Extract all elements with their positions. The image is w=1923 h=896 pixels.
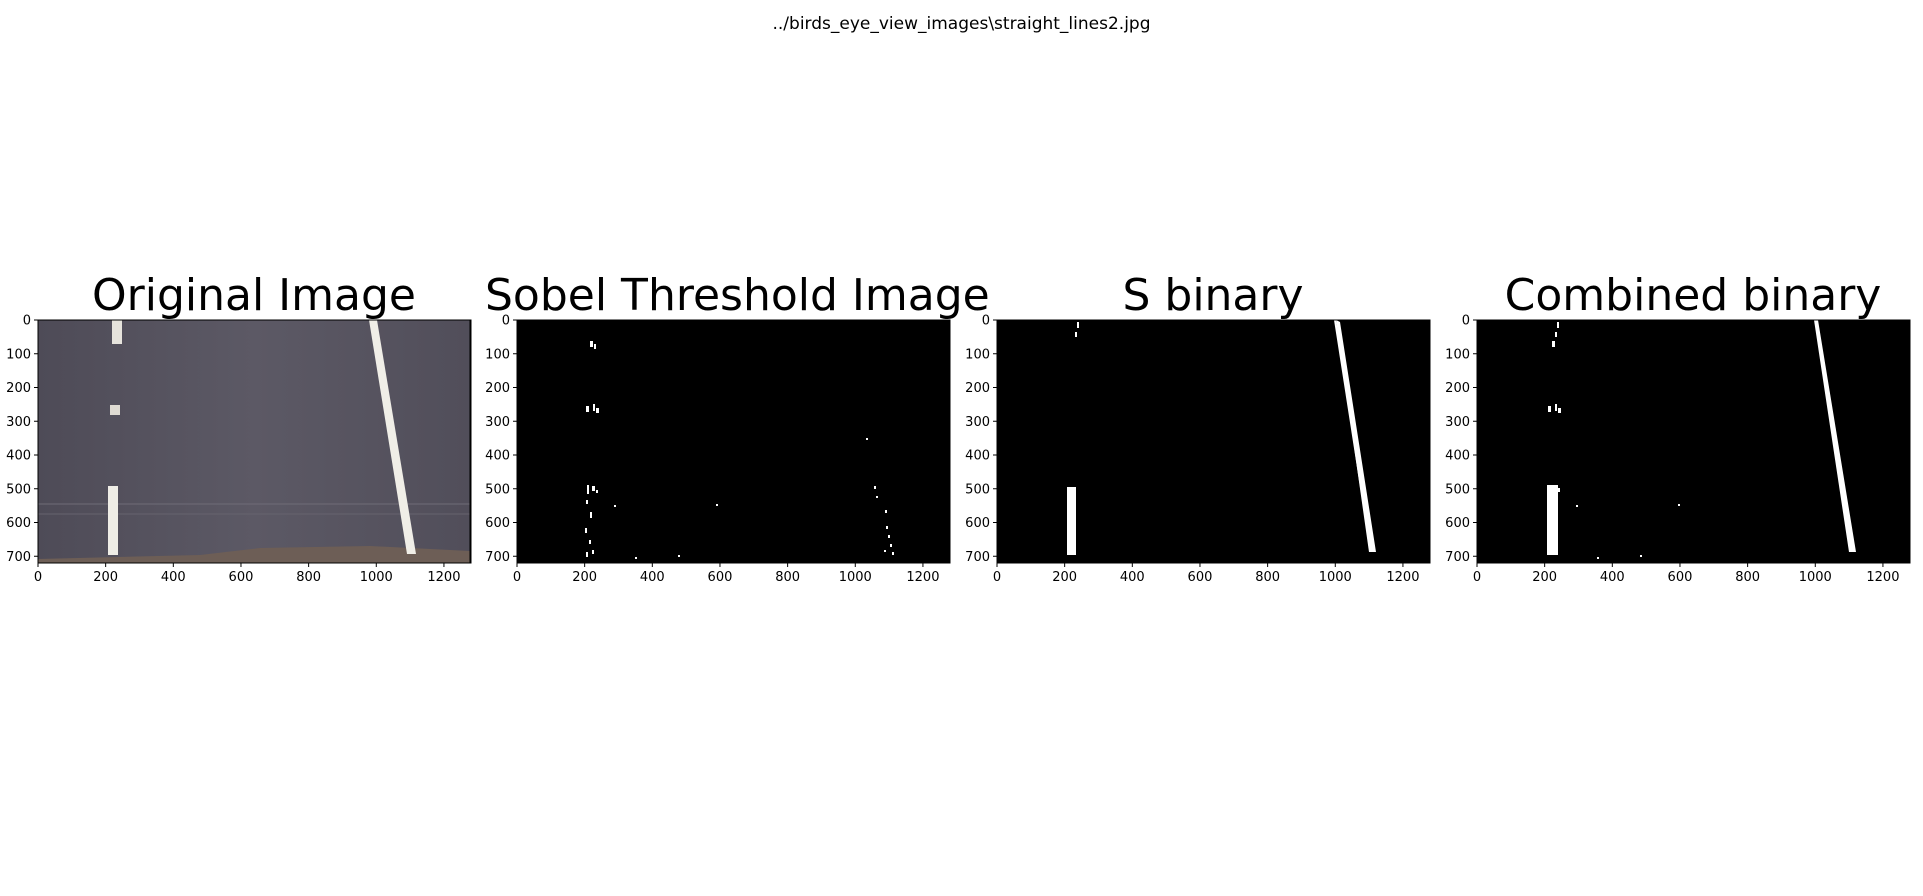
x-tick-label: 800 [296, 570, 321, 585]
combined-image [1477, 320, 1910, 563]
axes-combined: 0 200 400 600 800 1000 1200 0 100 200 300 400 500 600… [1445, 314, 1911, 585]
y-tick-label: 400 [485, 449, 510, 464]
axes-photo: 0 200 400 600 800 1000 1200 0 100 200 300 400 500 600… [6, 314, 472, 585]
panel-original [37, 319, 471, 564]
x-tick-label: 0 [513, 570, 521, 585]
y-tick-label: 600 [965, 516, 990, 531]
axes-sobel: 0 200 400 600 800 1000 1200 0 100 200 300 400 500 600… [485, 314, 951, 585]
y-tick-label: 500 [485, 482, 510, 497]
x-tick-label: 1200 [1866, 570, 1899, 585]
x-tick-label: 400 [1600, 570, 1625, 585]
x-tick-label: 200 [572, 570, 597, 585]
y-tick-label: 0 [502, 314, 510, 329]
sbinary-image [997, 320, 1430, 563]
y-tick-label: 500 [6, 482, 31, 497]
y-tick-label: 100 [485, 347, 510, 362]
x-tick-label: 600 [708, 570, 733, 585]
x-tick-label: 1000 [360, 570, 393, 585]
x-tick-label: 400 [1120, 570, 1145, 585]
x-tick-label: 600 [229, 570, 254, 585]
y-tick-label: 200 [1445, 381, 1470, 396]
x-tick-label: 1200 [427, 570, 460, 585]
x-tick-label: 400 [161, 570, 186, 585]
x-tick-label: 200 [1532, 570, 1557, 585]
x-tick-label: 1200 [1386, 570, 1419, 585]
y-tick-label: 200 [485, 381, 510, 396]
y-tick-label: 700 [485, 550, 510, 565]
sobel-image [517, 320, 950, 563]
panel-sobel [517, 320, 950, 563]
x-tick-label: 600 [1188, 570, 1213, 585]
original-image [37, 319, 471, 564]
y-tick-label: 300 [965, 415, 990, 430]
x-tick-label: 1000 [1319, 570, 1352, 585]
y-tick-label: 300 [485, 415, 510, 430]
y-tick-label: 500 [965, 482, 990, 497]
y-tick-label: 300 [1445, 415, 1470, 430]
x-tick-label: 800 [775, 570, 800, 585]
y-tick-label: 700 [965, 550, 990, 565]
y-tick-label: 300 [6, 415, 31, 430]
y-tick-label: 200 [6, 381, 31, 396]
x-tick-label: 200 [1052, 570, 1077, 585]
y-tick-label: 500 [1445, 482, 1470, 497]
axes-frame [1476, 319, 1911, 564]
x-tick-label: 800 [1735, 570, 1760, 585]
x-tick-label: 1200 [906, 570, 939, 585]
x-tick-label: 1000 [839, 570, 872, 585]
y-tick-label: 100 [6, 347, 31, 362]
panel-title-sobel: Sobel Threshold Image [485, 270, 990, 321]
y-tick-label: 0 [1462, 314, 1470, 329]
y-tick-label: 200 [965, 381, 990, 396]
x-tick-label: 600 [1668, 570, 1693, 585]
x-tick-label: 0 [993, 570, 1001, 585]
axes-sbinary: 0 200 400 600 800 1000 1200 0 100 200 300 400 500 600… [965, 314, 1431, 585]
x-tick-label: 800 [1255, 570, 1280, 585]
y-tick-label: 0 [23, 314, 31, 329]
y-tick-label: 400 [1445, 449, 1470, 464]
axes-layer: 0 200 400 600 800 1000 12000100200300400500600… [6, 314, 1911, 585]
figure-suptitle: ../birds_eye_view_images\straight_lines2… [772, 14, 1151, 34]
y-tick-label: 600 [1445, 516, 1470, 531]
x-tick-label: 1000 [1799, 570, 1832, 585]
y-tick-label: 700 [6, 550, 31, 565]
axes-frame [996, 319, 1431, 564]
panel-title-sbinary: S binary [1122, 270, 1304, 321]
y-tick-label: 700 [1445, 550, 1470, 565]
x-tick-label: 0 [1473, 570, 1481, 585]
panel-sbinary [997, 320, 1430, 563]
x-tick-label: 200 [93, 570, 118, 585]
axes-frame [516, 319, 951, 564]
x-tick-label: 0 [34, 570, 42, 585]
y-tick-label: 600 [6, 516, 31, 531]
panel-title-combined: Combined binary [1504, 270, 1882, 321]
y-tick-label: 0 [982, 314, 990, 329]
axes-frame [37, 319, 472, 564]
y-tick-label: 600 [485, 516, 510, 531]
panel-title-original: Original Image [92, 270, 416, 321]
panel-combined [1477, 320, 1910, 563]
y-tick-label: 100 [965, 347, 990, 362]
y-tick-label: 400 [6, 449, 31, 464]
x-tick-label: 400 [640, 570, 665, 585]
y-tick-label: 400 [965, 449, 990, 464]
y-tick-label: 100 [1445, 347, 1470, 362]
